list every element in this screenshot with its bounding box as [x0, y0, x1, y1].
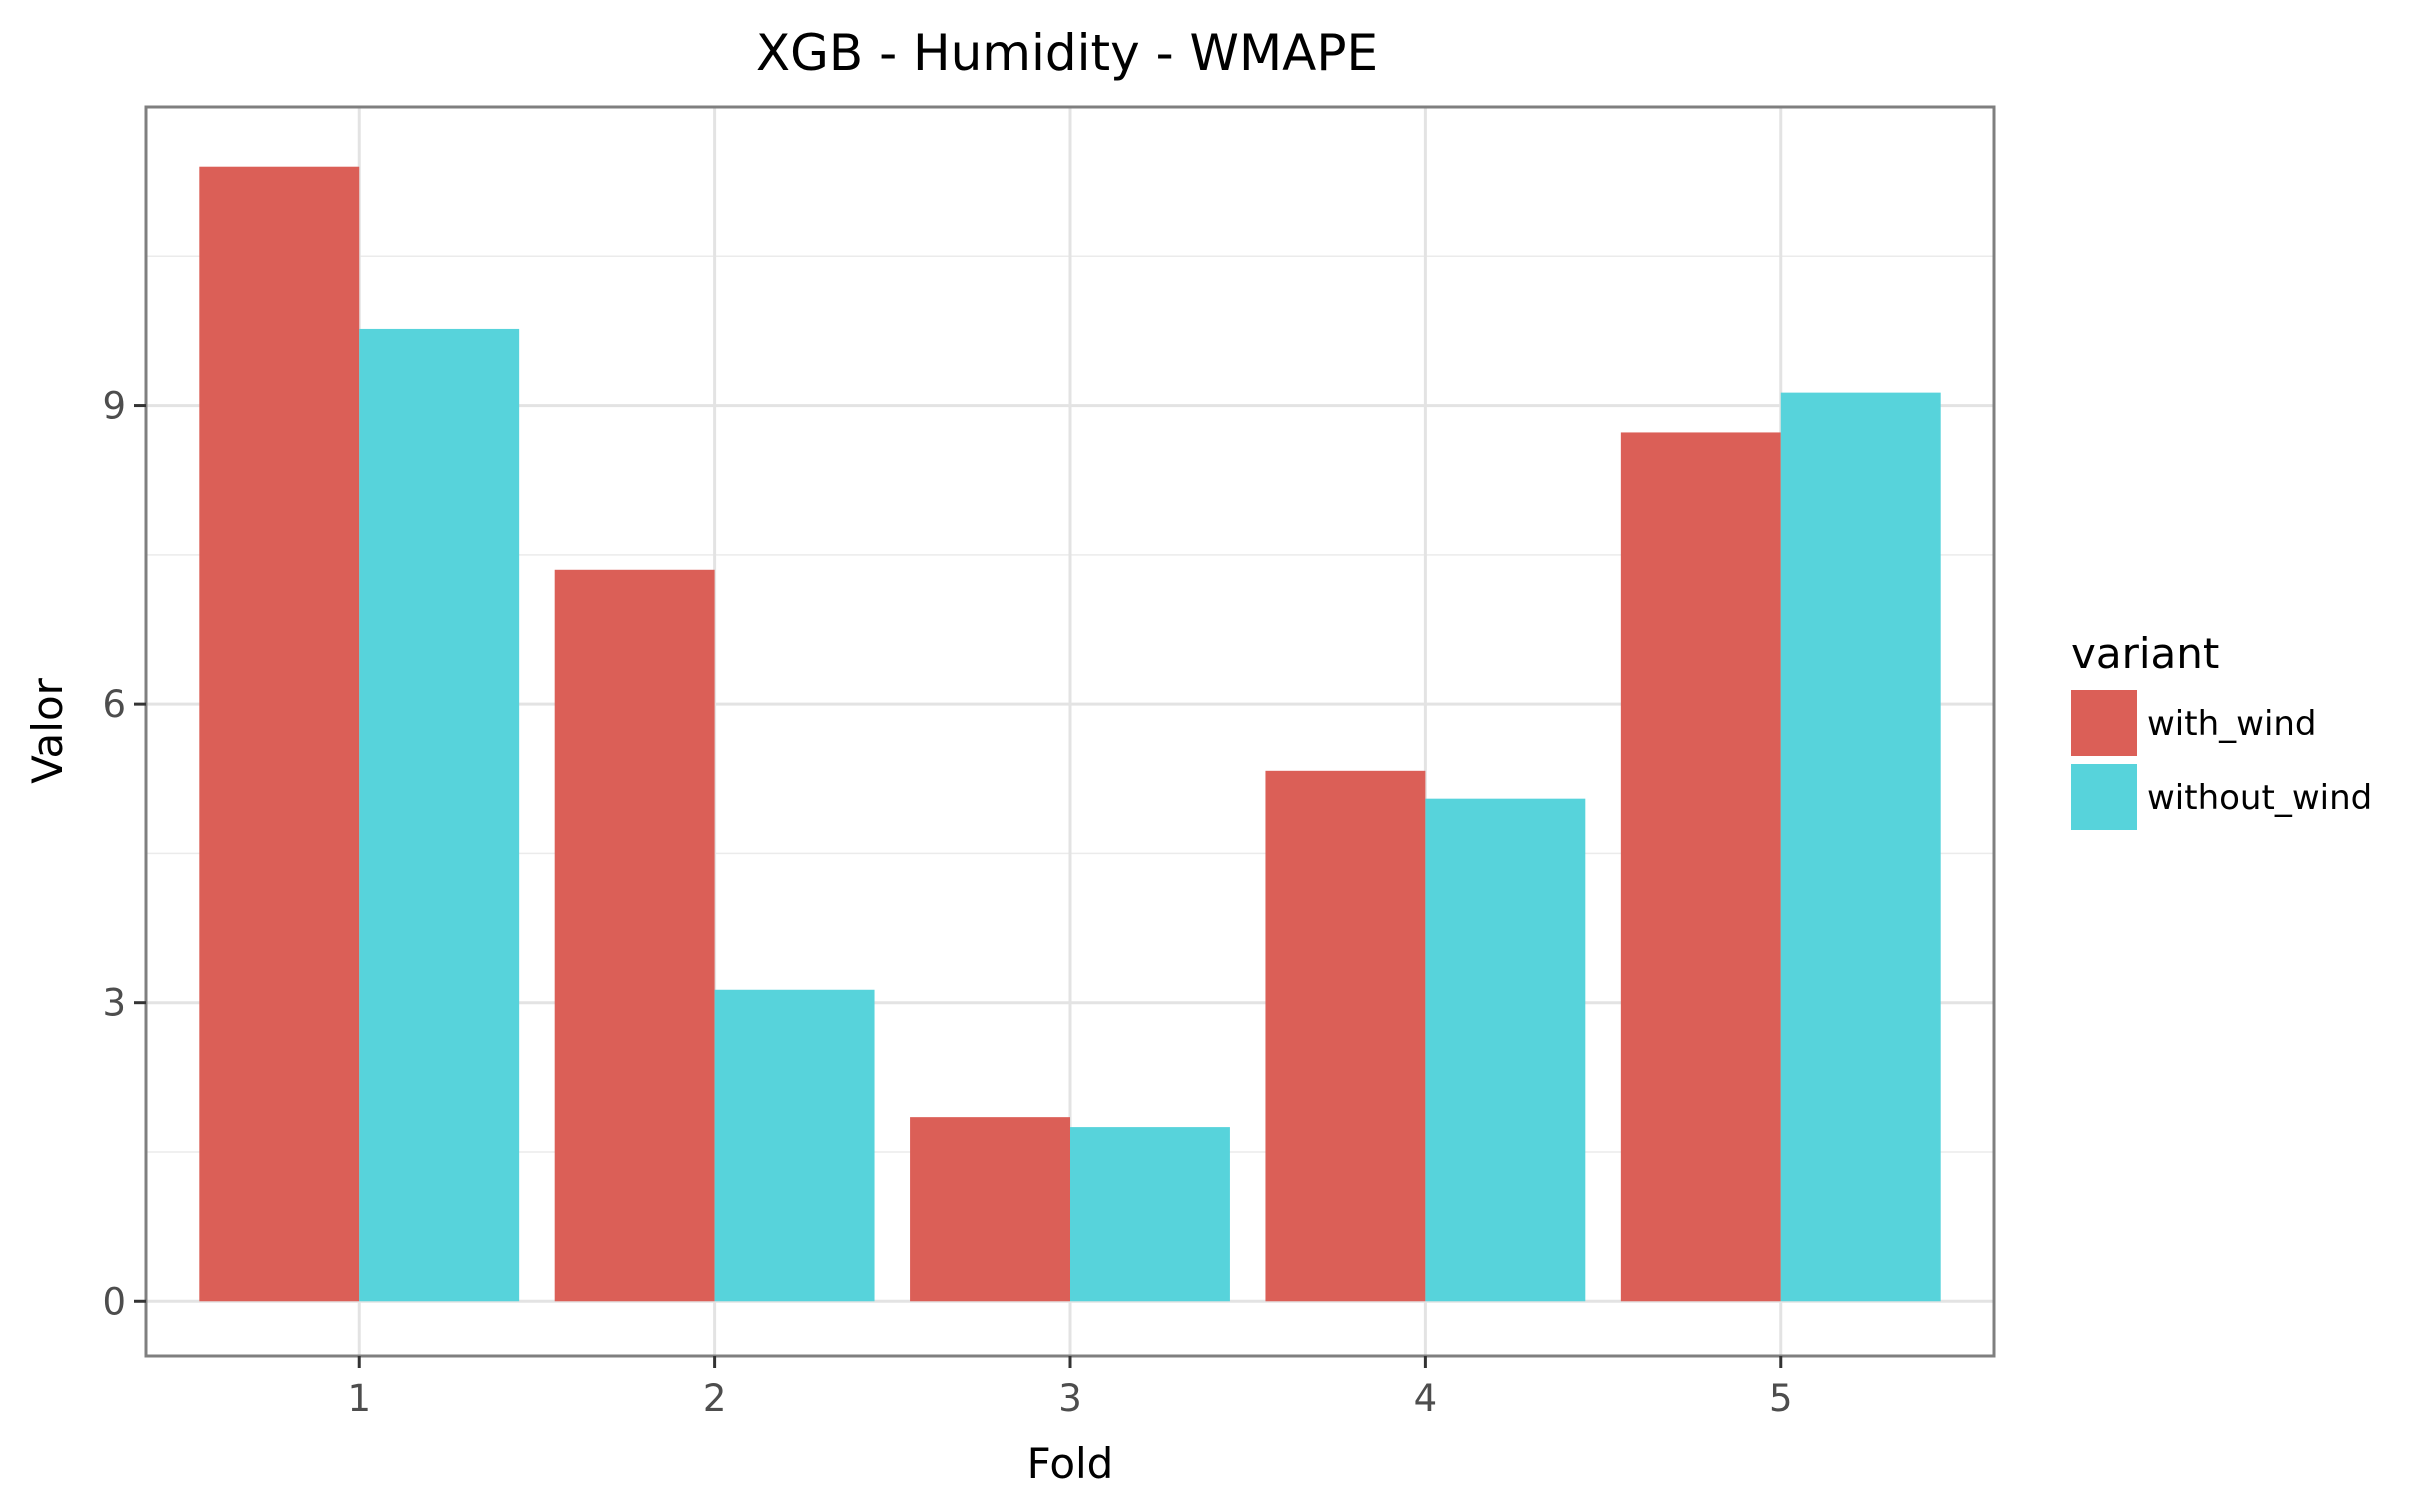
bars [199, 166, 1941, 1302]
x-axis-title: Fold [1027, 1439, 1114, 1488]
legend-title: variant [2071, 629, 2219, 678]
legend-key-without_wind [2071, 764, 2137, 830]
bar-without_wind-fold-1 [359, 328, 520, 1302]
bar-with_wind-fold-5 [1620, 432, 1781, 1302]
y-axis: 0 3 6 9 [102, 385, 146, 1323]
y-tick-label: 6 [102, 683, 126, 726]
bar-without_wind-fold-3 [1070, 1127, 1230, 1302]
x-tick-label: 2 [703, 1377, 727, 1420]
legend-label: without_wind [2147, 778, 2372, 818]
y-tick-label: 0 [102, 1280, 126, 1323]
x-axis: 1 2 3 4 5 [347, 1356, 1793, 1420]
chart-title: XGB - Humidity - WMAPE [756, 24, 1378, 82]
x-tick-label: 5 [1769, 1377, 1793, 1420]
x-tick-label: 4 [1414, 1377, 1438, 1420]
bar-without_wind-fold-4 [1425, 798, 1586, 1302]
x-tick-label: 1 [347, 1377, 371, 1420]
bar-without_wind-fold-2 [714, 989, 875, 1302]
y-axis-title: Valor [23, 677, 72, 784]
y-tick-label: 9 [102, 385, 126, 428]
bar-without_wind-fold-5 [1780, 392, 1941, 1302]
bar-with_wind-fold-3 [910, 1117, 1070, 1302]
legend: variant with_wind without_wind [2071, 629, 2372, 830]
bar-with_wind-fold-1 [199, 166, 360, 1302]
bar-with_wind-fold-4 [1265, 770, 1426, 1302]
x-tick-label: 3 [1058, 1377, 1082, 1420]
y-tick-label: 3 [102, 982, 126, 1025]
legend-key-with_wind [2071, 690, 2137, 756]
legend-label: with_wind [2147, 704, 2317, 744]
bar-with_wind-fold-2 [554, 569, 715, 1302]
